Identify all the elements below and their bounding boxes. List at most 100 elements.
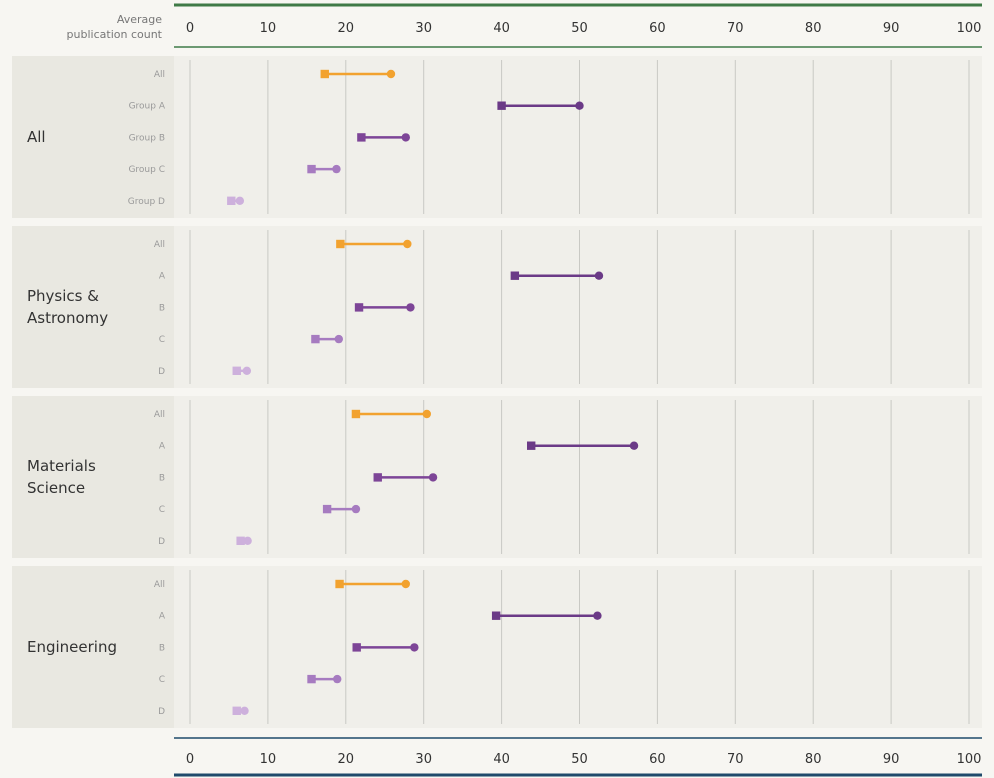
start-marker-square	[510, 271, 520, 280]
top-tick-label: 100	[957, 21, 982, 36]
gridline-layer	[189, 60, 970, 724]
start-marker-square	[335, 579, 344, 589]
top-tick-label: 60	[649, 21, 666, 36]
start-marker-square	[307, 674, 316, 684]
top-tick-label: 40	[493, 21, 510, 36]
plot-panel	[174, 226, 982, 388]
row-label: B	[159, 473, 165, 483]
row-label: C	[159, 505, 165, 515]
mark-layer	[227, 69, 639, 715]
row-label: B	[159, 303, 165, 313]
bottom-tick-label: 70	[727, 752, 744, 767]
end-marker-circle	[410, 643, 419, 652]
end-marker-circle	[242, 366, 252, 375]
start-marker-square	[307, 164, 316, 174]
start-marker-square	[232, 366, 241, 375]
plot-panel	[174, 566, 982, 728]
start-marker-square	[322, 504, 332, 514]
end-marker-circle	[406, 303, 415, 312]
end-marker-circle	[403, 239, 412, 249]
group-label: Astronomy	[27, 309, 108, 327]
label-layer: All All Group A Group B Group C Group D Physic…	[27, 70, 166, 717]
end-marker-circle	[235, 196, 245, 205]
group-label: All	[27, 128, 46, 146]
end-marker-circle	[629, 441, 639, 450]
row-label: A	[159, 272, 166, 282]
row-label: Group B	[129, 133, 165, 143]
top-tick-label: 70	[727, 21, 744, 36]
end-marker-circle	[428, 473, 438, 482]
row-label: Group A	[129, 102, 166, 112]
top-tick-label: 50	[571, 21, 588, 36]
start-marker-square	[336, 239, 345, 249]
row-label: A	[159, 612, 166, 622]
group-label: Engineering	[27, 638, 117, 656]
top-tick-label: 10	[260, 21, 277, 36]
start-marker-square	[491, 611, 501, 620]
row-label: C	[159, 335, 165, 345]
end-marker-circle	[575, 101, 584, 110]
bottom-tick-label: 10	[260, 752, 277, 767]
end-marker-circle	[401, 133, 410, 142]
group-label-panel	[12, 56, 174, 218]
row-label: C	[159, 675, 165, 685]
group-label-panel	[12, 396, 174, 558]
end-marker-circle	[386, 69, 396, 79]
row-label: Group D	[128, 197, 165, 207]
end-marker-circle	[422, 409, 432, 419]
start-marker-square	[311, 334, 320, 344]
bottom-tick-label: 30	[415, 752, 432, 767]
axis-caption-line-2: publication count	[67, 28, 163, 41]
bottom-tick-label: 40	[493, 752, 510, 767]
group-label: Physics &	[27, 287, 99, 305]
group-label-panel	[12, 226, 174, 388]
top-tick-label: 90	[883, 21, 900, 36]
row-label: B	[159, 643, 165, 653]
top-tick-label: 0	[186, 21, 194, 36]
end-marker-circle	[333, 674, 342, 684]
axis-layer: Average publication count 0 0 10 10 20 20 30 30…	[67, 3, 982, 777]
start-marker-square	[351, 409, 361, 419]
row-label: A	[159, 442, 166, 452]
row-label: All	[154, 240, 165, 250]
end-marker-circle	[594, 271, 604, 280]
plot-panel	[174, 56, 982, 218]
background-layer	[12, 56, 982, 728]
start-marker-square	[227, 196, 236, 205]
start-marker-square	[354, 303, 364, 312]
top-tick-label: 20	[338, 21, 355, 36]
end-marker-circle	[240, 706, 249, 715]
group-label: Science	[27, 479, 85, 497]
top-tick-label: 30	[415, 21, 432, 36]
end-marker-circle	[593, 611, 602, 620]
start-marker-square	[373, 473, 382, 482]
start-marker-square	[357, 133, 366, 142]
start-marker-square	[352, 643, 361, 652]
bottom-tick-label: 90	[883, 752, 900, 767]
row-label: D	[158, 537, 165, 547]
bottom-tick-label: 60	[649, 752, 666, 767]
start-marker-square	[236, 536, 245, 545]
row-label: All	[154, 70, 165, 80]
row-label: All	[154, 580, 165, 590]
end-marker-circle	[351, 504, 361, 514]
end-marker-circle	[401, 579, 410, 589]
bottom-tick-label: 0	[186, 752, 194, 767]
row-label: D	[158, 707, 165, 717]
end-marker-circle	[334, 334, 343, 344]
row-label: Group C	[128, 165, 165, 175]
top-tick-label: 80	[805, 21, 822, 36]
end-marker-circle	[243, 536, 252, 545]
group-label: Materials	[27, 457, 96, 475]
bottom-tick-label: 100	[957, 752, 982, 767]
start-marker-square	[320, 69, 329, 79]
group-label-panel	[12, 566, 174, 728]
axis-caption-line-1: Average	[117, 13, 162, 26]
start-marker-square	[527, 441, 536, 450]
row-label: D	[158, 367, 165, 377]
plot-panel	[174, 396, 982, 558]
bottom-tick-label: 50	[571, 752, 588, 767]
row-label: All	[154, 410, 165, 420]
start-marker-square	[232, 706, 241, 715]
